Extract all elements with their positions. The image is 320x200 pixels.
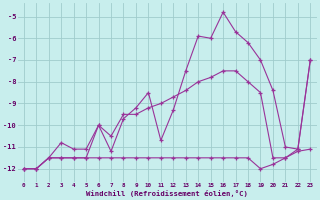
X-axis label: Windchill (Refroidissement éolien,°C): Windchill (Refroidissement éolien,°C) [86, 190, 248, 197]
